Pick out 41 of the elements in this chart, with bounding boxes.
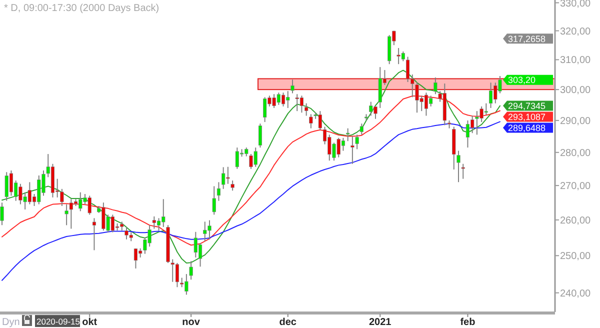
y-tick-label: 270,00: [560, 181, 592, 192]
candlestick: [290, 79, 294, 94]
text: 317,2658: [508, 34, 546, 44]
candlestick: [64, 204, 68, 226]
y-tick-label: 280,00: [560, 148, 592, 159]
candlestick: [350, 136, 354, 164]
candlestick: [0, 202, 4, 226]
candlestick: [189, 260, 193, 280]
candlestick: [212, 186, 216, 216]
y-tick-label: 240,00: [560, 288, 592, 300]
x-tick-label: okt: [82, 317, 98, 328]
candlestick: [360, 123, 364, 136]
candlestick: [456, 150, 460, 183]
y-tick-label: 260,00: [560, 215, 592, 226]
text: Dyn: [2, 317, 20, 328]
candlestick: [216, 182, 221, 202]
text: 303,20: [508, 75, 536, 86]
y-tick-label: 250,00: [560, 251, 592, 262]
x-tick-label: feb: [460, 317, 476, 328]
y-tick-label: 320,00: [560, 26, 592, 38]
candlestick: [304, 102, 308, 116]
candlestick: [346, 128, 350, 142]
candlestick: [461, 163, 465, 180]
x-tick-label: dec: [279, 317, 297, 328]
candlestick: [92, 218, 96, 251]
candlestick: [258, 123, 262, 148]
y-tick-label: 300,00: [560, 85, 592, 96]
line-series: [2, 121, 500, 281]
candlestick: [434, 77, 438, 95]
candlestick: [230, 180, 234, 192]
text: 294,7345: [508, 100, 546, 111]
text: 289,6488: [508, 122, 546, 133]
y-tick-label: 310,00: [560, 55, 592, 66]
text: 293,1087: [508, 112, 546, 122]
chart-title: * D, 09:00-17:30 (2000 Days Back): [4, 3, 160, 14]
y-tick-label: 290,00: [560, 116, 592, 127]
x-tick-label: nov: [182, 317, 200, 328]
x-tick-label: 2021: [368, 317, 392, 328]
candlestick: [309, 114, 313, 129]
text: 2020-09-15: [36, 316, 80, 326]
candlestick: [355, 134, 359, 150]
